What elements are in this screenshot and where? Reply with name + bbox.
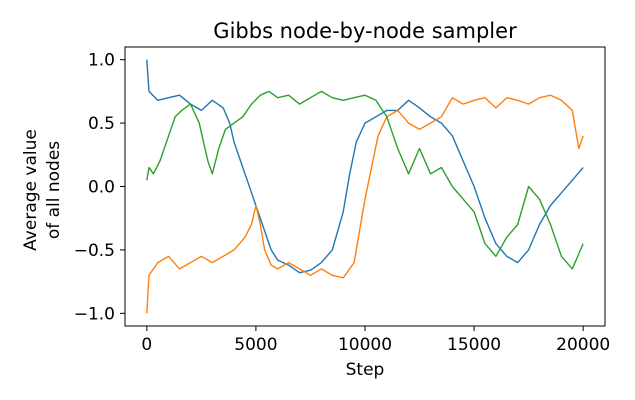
chart-title: Gibbs node-by-node sampler — [213, 19, 517, 43]
series-line-2 — [146, 94, 584, 314]
y-tick-label: 1.0 — [88, 51, 115, 71]
x-tick-label: 10000 — [338, 335, 392, 355]
y-axis-label-line-1: Average value — [21, 129, 41, 251]
y-axis: −1.0 −0.5 0.0 0.5 1.0 — [74, 51, 125, 324]
series-line-1 — [146, 59, 584, 274]
x-tick-label: 15000 — [447, 335, 501, 355]
y-tick-label: 0.0 — [88, 178, 115, 198]
x-tick-label: 0 — [141, 335, 152, 355]
x-tick-label: 5000 — [234, 335, 277, 355]
y-tick-label: 0.5 — [88, 114, 115, 134]
x-axis: 0 5000 10000 15000 20000 — [141, 326, 610, 355]
x-axis-label: Step — [346, 360, 385, 380]
series-line-3 — [146, 90, 584, 270]
series-layer — [146, 59, 584, 314]
y-tick-label: −0.5 — [74, 241, 115, 261]
y-tick-label: −1.0 — [74, 304, 115, 324]
y-axis-label-line-2: of all nodes — [44, 141, 64, 239]
plot-frame — [124, 46, 606, 327]
x-tick-label: 20000 — [556, 335, 610, 355]
